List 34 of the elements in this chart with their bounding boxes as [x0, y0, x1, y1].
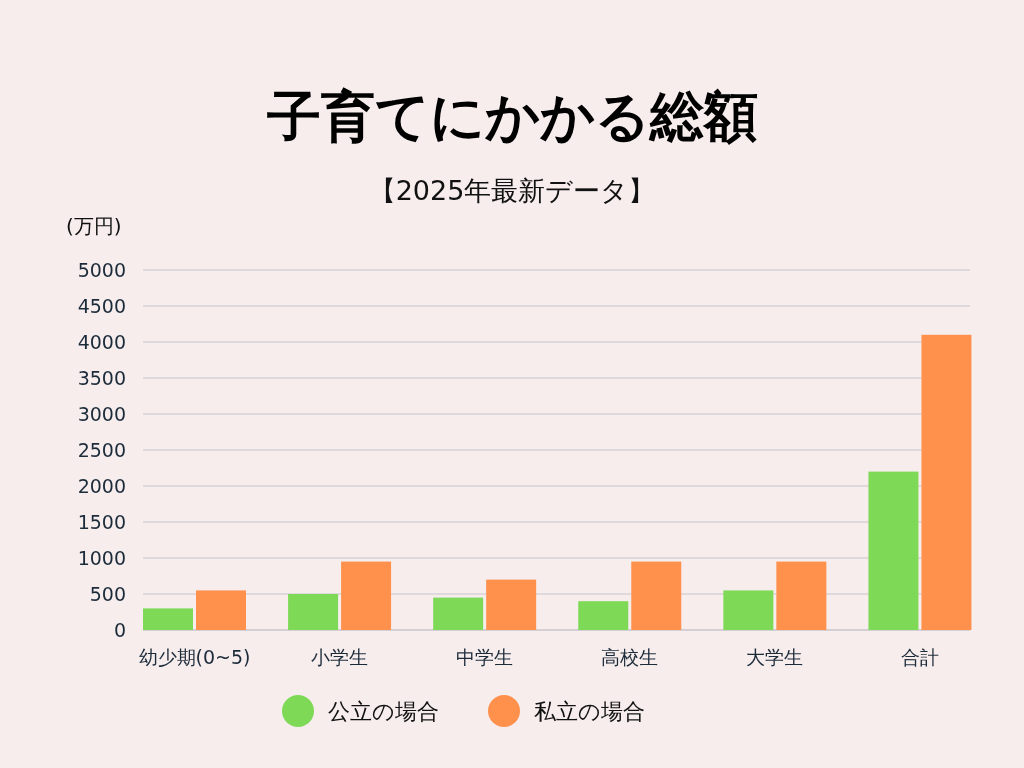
x-tick-label: 高校生: [601, 646, 659, 668]
legend-label: 公立の場合: [328, 698, 439, 724]
chart-subtitle: 【2025年最新データ】: [368, 175, 656, 206]
y-tick-label: 1000: [77, 547, 126, 569]
bar: [196, 590, 246, 630]
bar: [921, 334, 972, 630]
x-tick-label: 小学生: [311, 646, 369, 668]
y-axis-title: (万円): [66, 214, 122, 238]
bar: [578, 601, 629, 630]
bar: [288, 594, 339, 630]
legend-label: 私立の場合: [534, 698, 645, 724]
y-tick-label: 0: [113, 619, 126, 641]
bar: [341, 561, 392, 630]
y-tick-label: 3500: [77, 367, 126, 389]
x-tick-label: 合計: [900, 646, 939, 668]
chart-title: 子育てにかかる総額: [266, 85, 758, 148]
y-tick-label: 4500: [77, 295, 126, 317]
y-tick-label: 1500: [77, 511, 126, 533]
x-tick-label: 幼少期(0~5): [138, 646, 251, 668]
y-tick-label: 2000: [77, 475, 126, 497]
bar: [631, 561, 682, 630]
y-tick-label: 500: [89, 583, 126, 605]
x-tick-label: 中学生: [456, 646, 514, 668]
bar: [723, 590, 774, 630]
bar: [868, 471, 919, 630]
y-tick-label: 2500: [77, 439, 126, 461]
bar: [143, 608, 193, 630]
bar: [433, 597, 484, 630]
x-tick-label: 大学生: [746, 646, 804, 668]
bar: [776, 561, 827, 630]
bar: [486, 579, 537, 630]
y-tick-label: 4000: [77, 331, 126, 353]
y-tick-label: 5000: [77, 259, 126, 281]
y-tick-label: 3000: [77, 403, 126, 425]
